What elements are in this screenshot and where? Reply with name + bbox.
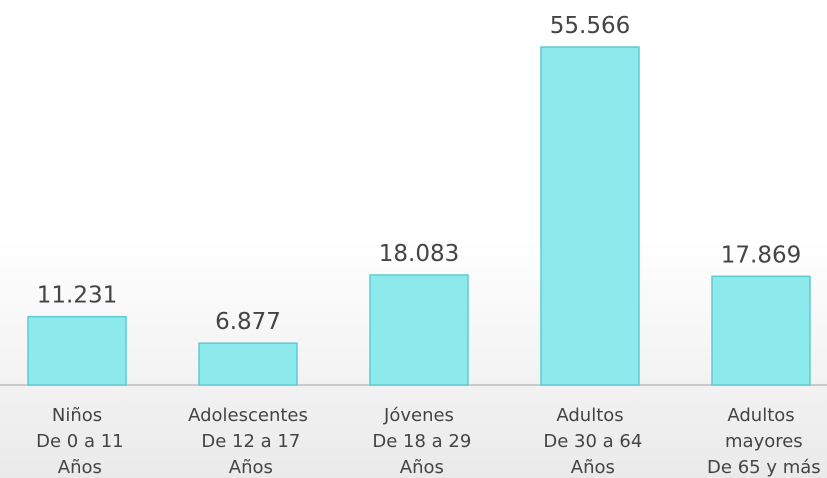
x-tick-label: Jóvenes De 18 a 29 Años: [367, 405, 472, 478]
bar: [27, 315, 127, 386]
bar: [198, 342, 298, 386]
data-label: 18.083: [379, 241, 459, 267]
bar: [540, 46, 640, 386]
x-tick-label: Adultos De 30 a 64 Años: [538, 405, 643, 478]
data-label: 55.566: [550, 13, 630, 39]
data-label: 11.231: [37, 283, 117, 309]
bar: [369, 274, 469, 386]
x-tick-label: Niños De 0 a 11 Años: [30, 405, 123, 478]
data-label: 17.869: [721, 242, 801, 268]
x-tick-label: Adolescentes De 12 a 17 Años: [188, 405, 308, 478]
data-label: 6.877: [215, 309, 281, 335]
bar: [711, 275, 811, 386]
x-tick-label: Adultos mayores De 65 y más: [701, 405, 820, 478]
